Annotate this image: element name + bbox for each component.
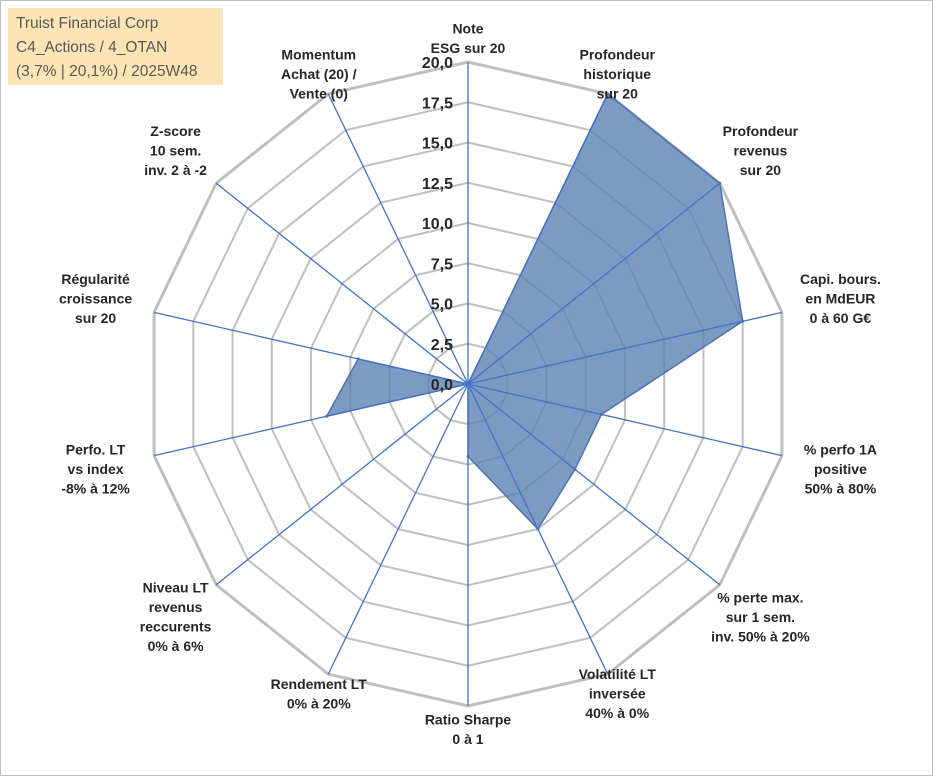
axis-label-line: 0% à 6%: [148, 638, 205, 654]
tick-label: 15,0: [422, 136, 453, 153]
spoke-line: [215, 383, 469, 586]
spoke-line: [467, 182, 721, 385]
axis-label-line: inv. 50% à 20%: [711, 628, 810, 644]
axis-label-line: sur 1 sem.: [726, 609, 795, 625]
axis-label: Z-score 10 sem. inv. 2 à -2: [144, 123, 207, 178]
spoke-line: [467, 383, 609, 675]
tick-label: 17,5: [422, 95, 453, 112]
tick-label: 20,0: [422, 55, 453, 72]
axis-label: Capi. bours. en MdEUR 0 à 60 G€: [800, 271, 881, 326]
axis-label-line: historique: [583, 66, 651, 82]
axis-label-line: inv. 2 à -2: [144, 162, 207, 178]
series-area: [325, 92, 744, 531]
axis-label-line: Vente (0): [290, 85, 348, 101]
axis-label-line: revenus: [734, 143, 788, 159]
axis-label: Momentum Achat (20) / Vente (0): [281, 46, 357, 101]
axis-label-line: % perte max.: [717, 589, 803, 605]
axis-label: Volatilité LT inversée 40% à 0%: [579, 666, 657, 721]
spoke-line: [467, 383, 783, 457]
axis-label-line: inversée: [589, 686, 646, 702]
tick-label: 5,0: [431, 297, 453, 314]
axis-label-line: reccurents: [140, 619, 212, 635]
axis-label-line: % perfo 1A: [804, 441, 877, 457]
axis-label: Profondeur historique sur 20: [580, 46, 656, 101]
axis-label-line: 50% à 80%: [805, 480, 877, 496]
axis-label-line: Note: [452, 21, 483, 37]
axis-label-line: Achat (20) /: [281, 66, 357, 82]
tick-label: 7,5: [431, 256, 453, 273]
axis-label-line: Profondeur: [580, 46, 656, 62]
axis-label-line: revenus: [149, 599, 203, 615]
axis-label-line: Niveau LT: [143, 580, 209, 596]
axis-label-line: Capi. bours.: [800, 271, 881, 287]
axis-label: % perfo 1A positive 50% à 80%: [804, 441, 877, 496]
axis-labels: Note ESG sur 20 Profondeur historique sur 20…: [59, 21, 881, 748]
tick-label: 10,0: [422, 216, 453, 233]
axis-label-line: Momentum: [281, 46, 356, 62]
axis-label-line: ESG sur 20: [431, 40, 506, 56]
axis-label-line: Régularité: [61, 271, 130, 287]
spoke-line: [467, 93, 609, 385]
spoke-line: [215, 182, 469, 385]
axis-label-line: 0 à 60 G€: [810, 310, 872, 326]
axis-label: % perte max. sur 1 sem. inv. 50% à 20%: [711, 589, 810, 644]
axis-label: Régularité croissance sur 20: [59, 271, 132, 326]
axis-label-line: Volatilité LT: [579, 666, 657, 682]
axis-label-line: Perfo. LT: [66, 441, 126, 457]
spoke-line: [327, 93, 469, 385]
spoke-line: [153, 311, 469, 385]
radar-spokes: [153, 62, 783, 706]
spoke-line: [467, 311, 783, 385]
axis-label-line: 40% à 0%: [585, 705, 649, 721]
chart-title-box: Truist Financial Corp C4_Actions / 4_OTA…: [8, 8, 223, 85]
axis-label: Perfo. LT vs index -8% à 12%: [61, 441, 130, 496]
spoke-line: [153, 383, 469, 457]
axis-label-line: 0 à 1: [452, 731, 483, 747]
axis-label-line: sur 20: [740, 162, 781, 178]
title-stats: (3,7% | 20,1%) / 2025W48: [16, 63, 198, 80]
title-company: Truist Financial Corp: [16, 15, 159, 32]
title-category: C4_Actions / 4_OTAN: [16, 39, 168, 56]
axis-label: Ratio Sharpe 0 à 1: [425, 712, 512, 748]
axis-label-line: positive: [814, 461, 867, 477]
tick-label: 0,0: [431, 377, 453, 394]
tick-label: 2,5: [431, 337, 453, 354]
axis-label-line: Z-score: [150, 123, 201, 139]
axis-label-line: Profondeur: [723, 123, 799, 139]
spoke-line: [327, 383, 469, 675]
axis-label-line: vs index: [68, 461, 124, 477]
axis-label: Rendement LT 0% à 20%: [271, 676, 368, 712]
tick-label: 12,5: [422, 176, 453, 193]
axis-label-line: Ratio Sharpe: [425, 712, 512, 728]
axis-label-line: sur 20: [75, 310, 116, 326]
axis-label-line: 0% à 20%: [287, 695, 351, 711]
axis-label-line: Rendement LT: [271, 676, 368, 692]
axis-label: Niveau LT revenus reccurents 0% à 6%: [140, 580, 212, 655]
axis-label-line: 10 sem.: [150, 143, 201, 159]
axis-label-line: sur 20: [597, 85, 638, 101]
axis-label: Note ESG sur 20: [431, 21, 506, 57]
axis-label: Profondeur revenus sur 20: [723, 123, 799, 178]
spoke-line: [467, 383, 721, 586]
axis-label-line: -8% à 12%: [61, 480, 130, 496]
axis-label-line: croissance: [59, 291, 132, 307]
radial-tick-labels: 0,0 2,5 5,0 7,5 10,0 12,5 15,0 17,5 20,0: [422, 55, 453, 394]
axis-label-line: en MdEUR: [805, 291, 875, 307]
